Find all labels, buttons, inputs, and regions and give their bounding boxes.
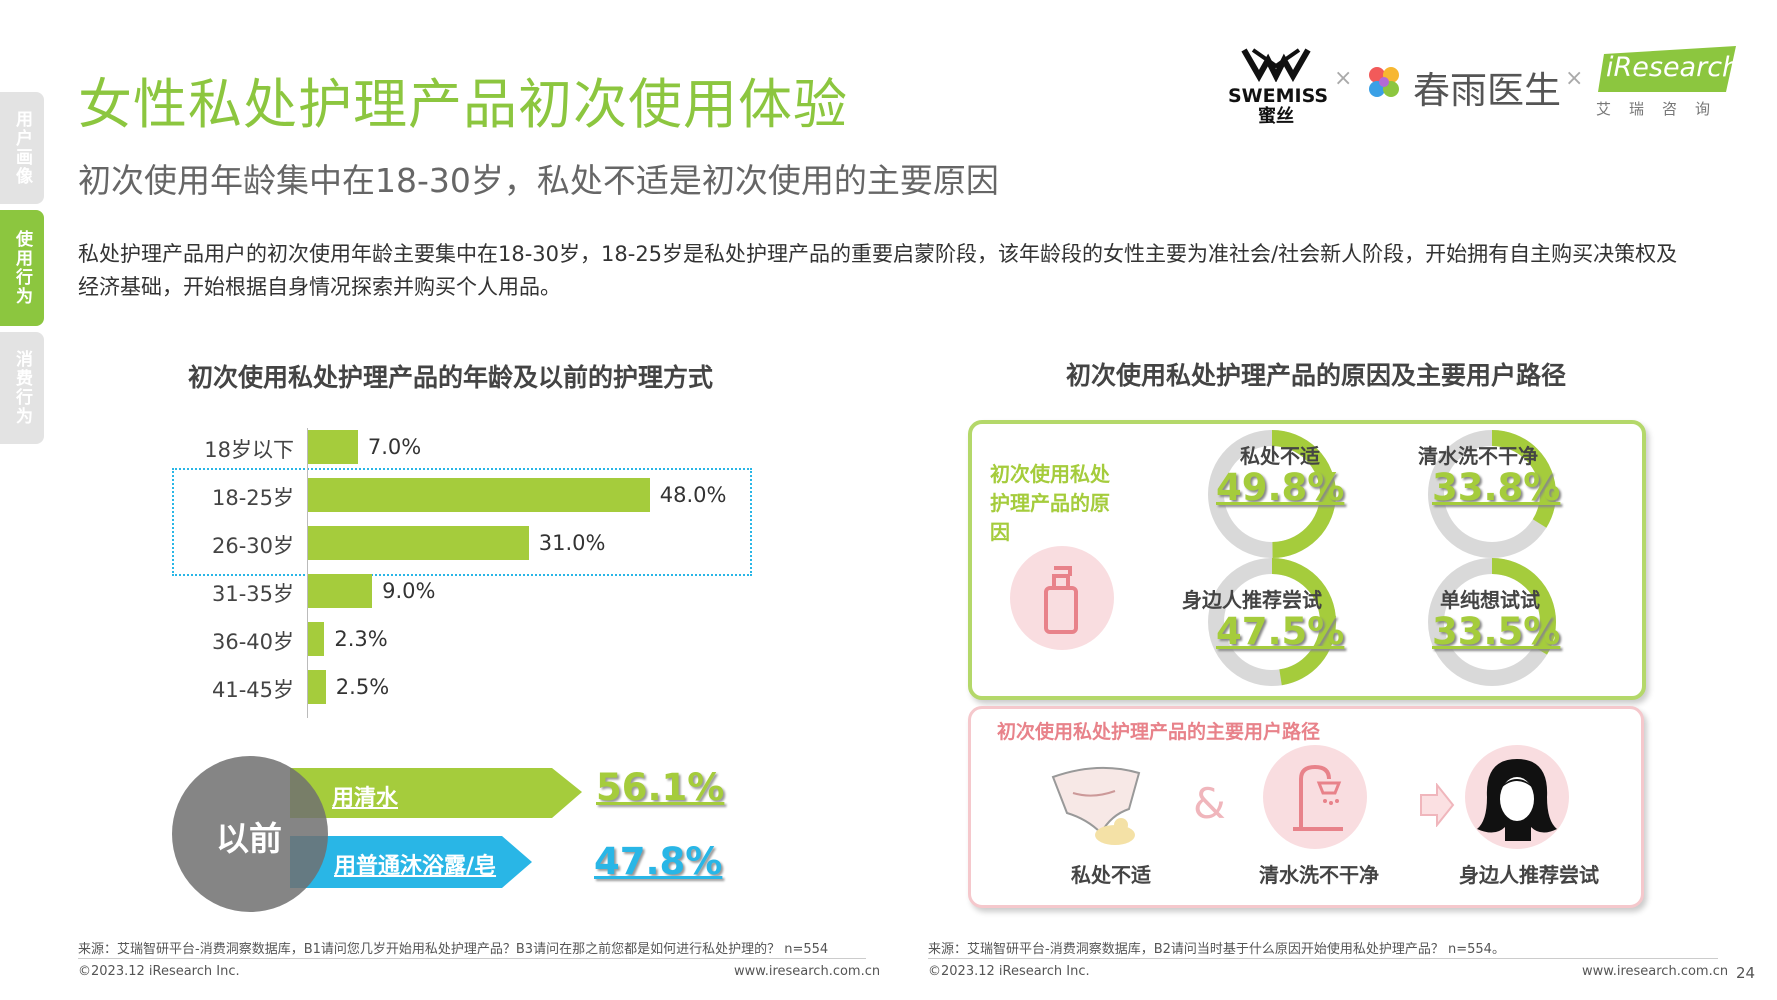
age-bar (308, 478, 650, 512)
iresearch-logo: iResearch (1598, 46, 1740, 92)
user-path-title: 初次使用私处护理产品的主要用户路径 (997, 721, 1321, 743)
left-copyright: ©2023.12 iResearch Inc. (78, 964, 240, 979)
ring-label-water: 清水洗不干净 (1418, 444, 1538, 468)
chunyu-logo-text: 春雨医生 (1413, 69, 1561, 112)
reason-rings (1208, 430, 1556, 686)
bottle-icon-bg (1010, 546, 1114, 650)
shower-icon (1263, 745, 1367, 849)
age-bar-chart (0, 0, 1, 1)
swemiss-mark-icon (1241, 48, 1311, 83)
clear-water-label: 用清水 (332, 786, 399, 811)
age-chart-axis (307, 428, 308, 718)
age-category-label: 26-30岁 (211, 534, 294, 558)
path-and-sign: & (1193, 779, 1226, 828)
path-arrow-icon (1419, 782, 1455, 831)
before-circle (172, 756, 328, 912)
age-value-label: 7.0% (367, 435, 422, 459)
nav-tab-consumption-behavior[interactable]: 消费行为 (0, 332, 44, 444)
right-source-note: 来源：艾瑞智研平台-消费洞察数据库，B2请问当时基于什么原因开始使用私处护理产品… (928, 942, 1505, 957)
age-value-label: 9.0% (382, 579, 436, 603)
age-category-label: 18岁以下 (204, 438, 294, 462)
age-value-label: 2.3% (334, 627, 388, 651)
page-title: 女性私处护理产品初次使用体验 (78, 73, 848, 136)
left-chart-title: 初次使用私处护理产品的年龄及以前的护理方式 (188, 363, 714, 392)
before-label: 以前 (216, 819, 282, 858)
age-bar (308, 670, 326, 704)
age-category-label: 41-45岁 (211, 678, 294, 702)
ring-value-try: 33.5% (1432, 610, 1561, 653)
clear-water-value: 56.1% (596, 766, 725, 809)
ring-label-discomfort: 私处不适 (1240, 444, 1320, 468)
times-sign-2: × (1565, 66, 1584, 91)
page-subtitle: 初次使用年龄集中在18-30岁，私处不适是初次使用的主要原因 (78, 161, 999, 200)
age-category-label: 36-40岁 (211, 630, 294, 654)
left-source-note: 来源：艾瑞智研平台-消费洞察数据库，B1请问您几岁开始用私处护理产品？B3请问在… (78, 942, 829, 957)
left-divider (78, 958, 866, 959)
age-bar (308, 622, 325, 656)
chunyu-flower-icon (1366, 64, 1402, 104)
path-step-2: 清水洗不干净 (1259, 863, 1379, 887)
age-bar (308, 574, 373, 608)
age-bar (308, 430, 358, 464)
clear-water-arrow (290, 768, 582, 818)
times-sign: × (1334, 66, 1353, 91)
underwear-icon (1043, 755, 1153, 851)
age-highlight-box (172, 468, 752, 576)
nav-tab-usage-behavior[interactable]: 使用行为 (0, 210, 44, 326)
swemiss-logo: SWEMISS 蜜丝 (1228, 46, 1329, 128)
ring-fill (1428, 558, 1556, 686)
ring-value-recommend: 47.5% (1216, 610, 1345, 653)
age-bar (308, 526, 529, 560)
swemiss-text: SWEMISS (1228, 85, 1329, 107)
left-url: www.iresearch.com.cn (734, 964, 881, 979)
reasons-label: 初次使用私处护理产品的原因 (990, 462, 1110, 544)
ring-fill (1208, 558, 1336, 686)
ring-label-try: 单纯想试试 (1440, 588, 1540, 612)
body-wash-value: 47.8% (594, 840, 723, 883)
swemiss-cn-text: 蜜丝 (1258, 106, 1294, 127)
path-step-1: 私处不适 (1071, 863, 1151, 887)
right-url: www.iresearch.com.cn (1582, 964, 1729, 979)
path-step-3: 身边人推荐尝试 (1459, 863, 1599, 887)
reasons-panel: 初次使用私处护理产品的原因 私处不适 49.8% 清水洗不干净 33.8% 身边… (968, 420, 1646, 700)
body-wash-label: 用普通沐浴露/皂 (334, 854, 497, 879)
ring-value-discomfort: 49.8% (1216, 466, 1345, 509)
age-value-label: 2.5% (335, 675, 390, 699)
page-description: 私处护理产品用户的初次使用年龄主要集中在18-30岁，18-25岁是私处护理产品… (78, 242, 1678, 299)
age-value-label: 31.0% (538, 531, 606, 555)
age-category-label: 18-25岁 (211, 486, 294, 510)
age-category-label: 31-35岁 (211, 582, 294, 606)
nav-tab-user-profile[interactable]: 用户画像 (0, 92, 44, 204)
body-wash-arrow (290, 836, 532, 888)
age-value-label: 48.0% (659, 483, 727, 507)
iresearch-cn-text: 艾瑞咨询 (1596, 100, 1729, 118)
right-chart-title: 初次使用私处护理产品的原因及主要用户路径 (1066, 361, 1567, 390)
right-copyright: ©2023.12 iResearch Inc. (928, 964, 1090, 979)
page-number: 24 (1736, 964, 1756, 982)
woman-icon (1465, 745, 1569, 849)
ring-value-water: 33.8% (1432, 466, 1561, 509)
ring-label-recommend: 身边人推荐尝试 (1182, 588, 1322, 612)
ring-fill (1428, 430, 1556, 558)
bottle-icon (1044, 566, 1078, 634)
right-divider (928, 958, 1718, 959)
user-path-panel: 初次使用私处护理产品的主要用户路径 & 私处不适 清水洗不干净 身边人推荐尝试 (968, 706, 1644, 908)
ring-fill (1208, 430, 1336, 558)
iresearch-text: iResearch (1606, 52, 1740, 83)
